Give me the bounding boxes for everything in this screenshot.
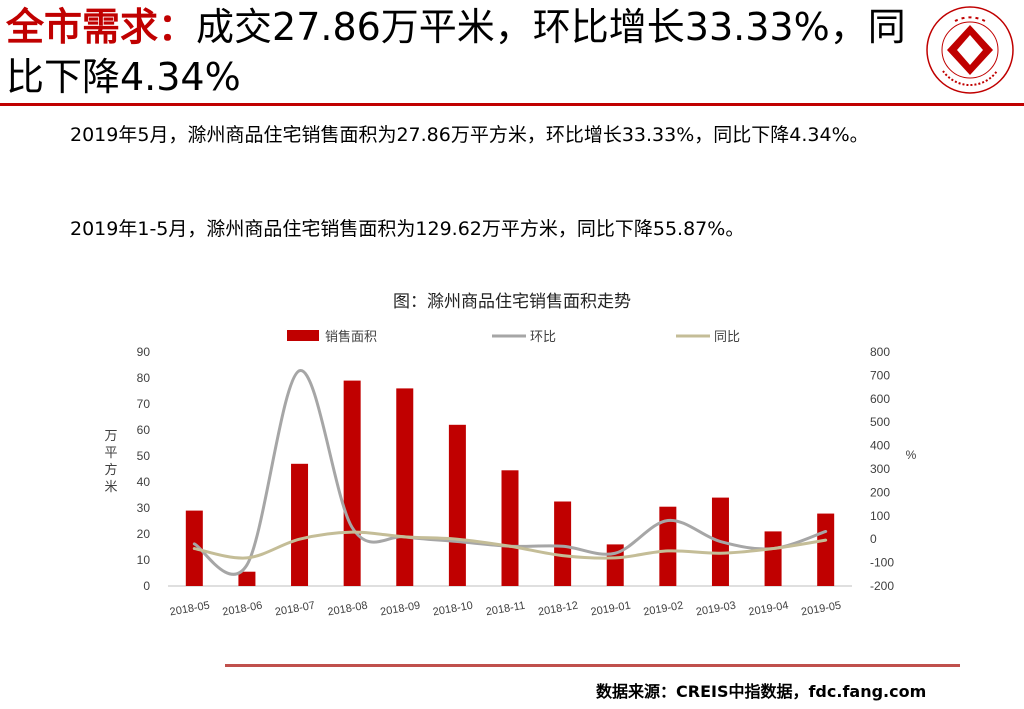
bar-sales-area — [448, 424, 466, 586]
y-right-tick-label: 0 — [870, 532, 877, 546]
y-left-tick-label: 90 — [137, 345, 151, 359]
x-tick-label: 2019-03 — [695, 600, 737, 619]
bar-sales-area — [817, 513, 835, 586]
y-left-axis-label: 平 — [104, 446, 117, 461]
y-right-tick-label: -200 — [870, 579, 894, 593]
x-tick-label: 2018-11 — [485, 600, 526, 619]
data-source: 数据来源：CREIS中指数据，fdc.fang.com — [596, 682, 927, 701]
title-rest: 成交27.86万平米，环比增长33.33%，同比下降4.34% — [6, 5, 906, 99]
x-tick-label: 2018-06 — [221, 600, 263, 619]
y-left-axis-label: 米 — [104, 480, 117, 495]
y-right-tick-label: 500 — [870, 415, 890, 429]
y-right-tick-label: 100 — [870, 509, 890, 523]
y-left-tick-label: 60 — [137, 423, 151, 437]
x-tick-label: 2018-08 — [327, 600, 369, 619]
bar-sales-area — [659, 506, 677, 586]
x-tick-label: 2018-10 — [432, 600, 474, 619]
header-divider — [0, 103, 1024, 106]
chart-caption: 图：滁州商品住宅销售面积走势 — [393, 292, 631, 312]
paragraph-monthly: 2019年5月，滁州商品住宅销售面积为27.86万平方米，环比增长33.33%，… — [70, 124, 869, 146]
y-left-tick-label: 80 — [137, 371, 151, 385]
page-title: 全市需求：成交27.86万平米，环比增长33.33%，同比下降4.34% — [6, 2, 926, 102]
x-tick-label: 2019-02 — [642, 600, 684, 619]
bar-sales-area — [343, 380, 361, 586]
bar-sales-area — [501, 470, 519, 586]
y-left-tick-label: 20 — [137, 527, 151, 541]
bar-sales-area — [396, 388, 414, 586]
y-left-tick-label: 30 — [137, 501, 151, 515]
legend-label: 同比 — [714, 330, 740, 345]
y-right-tick-label: 300 — [870, 462, 890, 476]
y-right-tick-label: 200 — [870, 485, 890, 499]
line-yoy — [192, 530, 828, 560]
x-tick-label: 2018-12 — [537, 600, 579, 619]
y-right-tick-label: 700 — [870, 368, 890, 382]
y-right-axis-label: % — [906, 448, 917, 462]
y-left-axis-label: 方 — [104, 462, 117, 478]
x-tick-label: 2018-05 — [169, 600, 211, 619]
y-left-tick-label: 50 — [137, 449, 151, 463]
y-left-tick-label: 40 — [137, 475, 151, 489]
y-left-axis-label: 万 — [104, 429, 117, 444]
x-tick-label: 2018-09 — [379, 600, 421, 619]
legend-label: 销售面积 — [325, 329, 377, 345]
y-right-tick-label: -100 — [870, 556, 894, 570]
x-tick-label: 2018-07 — [274, 600, 316, 619]
title-highlight: 全市需求： — [6, 5, 197, 49]
x-tick-label: 2019-04 — [748, 600, 790, 619]
legend-swatch-bar — [287, 330, 319, 341]
bar-sales-area — [291, 463, 309, 586]
x-tick-label: 2019-01 — [590, 600, 632, 619]
legend-label: 环比 — [530, 330, 556, 345]
y-right-tick-label: 400 — [870, 439, 890, 453]
bar-sales-area — [238, 571, 256, 586]
y-right-tick-label: 800 — [870, 345, 890, 359]
china-index-academy-logo — [926, 6, 1014, 94]
paragraph-ytd: 2019年1-5月，滁州商品住宅销售面积为129.62万平方米，同比下降55.8… — [70, 218, 745, 240]
x-tick-label: 2019-05 — [800, 600, 842, 619]
y-right-tick-label: 600 — [870, 392, 890, 406]
line-mom — [192, 369, 828, 576]
y-left-tick-label: 10 — [137, 553, 151, 567]
y-left-tick-label: 0 — [143, 579, 150, 593]
footer-divider — [225, 664, 960, 667]
bar-sales-area — [554, 501, 572, 586]
bar-sales-area — [764, 531, 782, 586]
y-left-tick-label: 70 — [137, 397, 151, 411]
